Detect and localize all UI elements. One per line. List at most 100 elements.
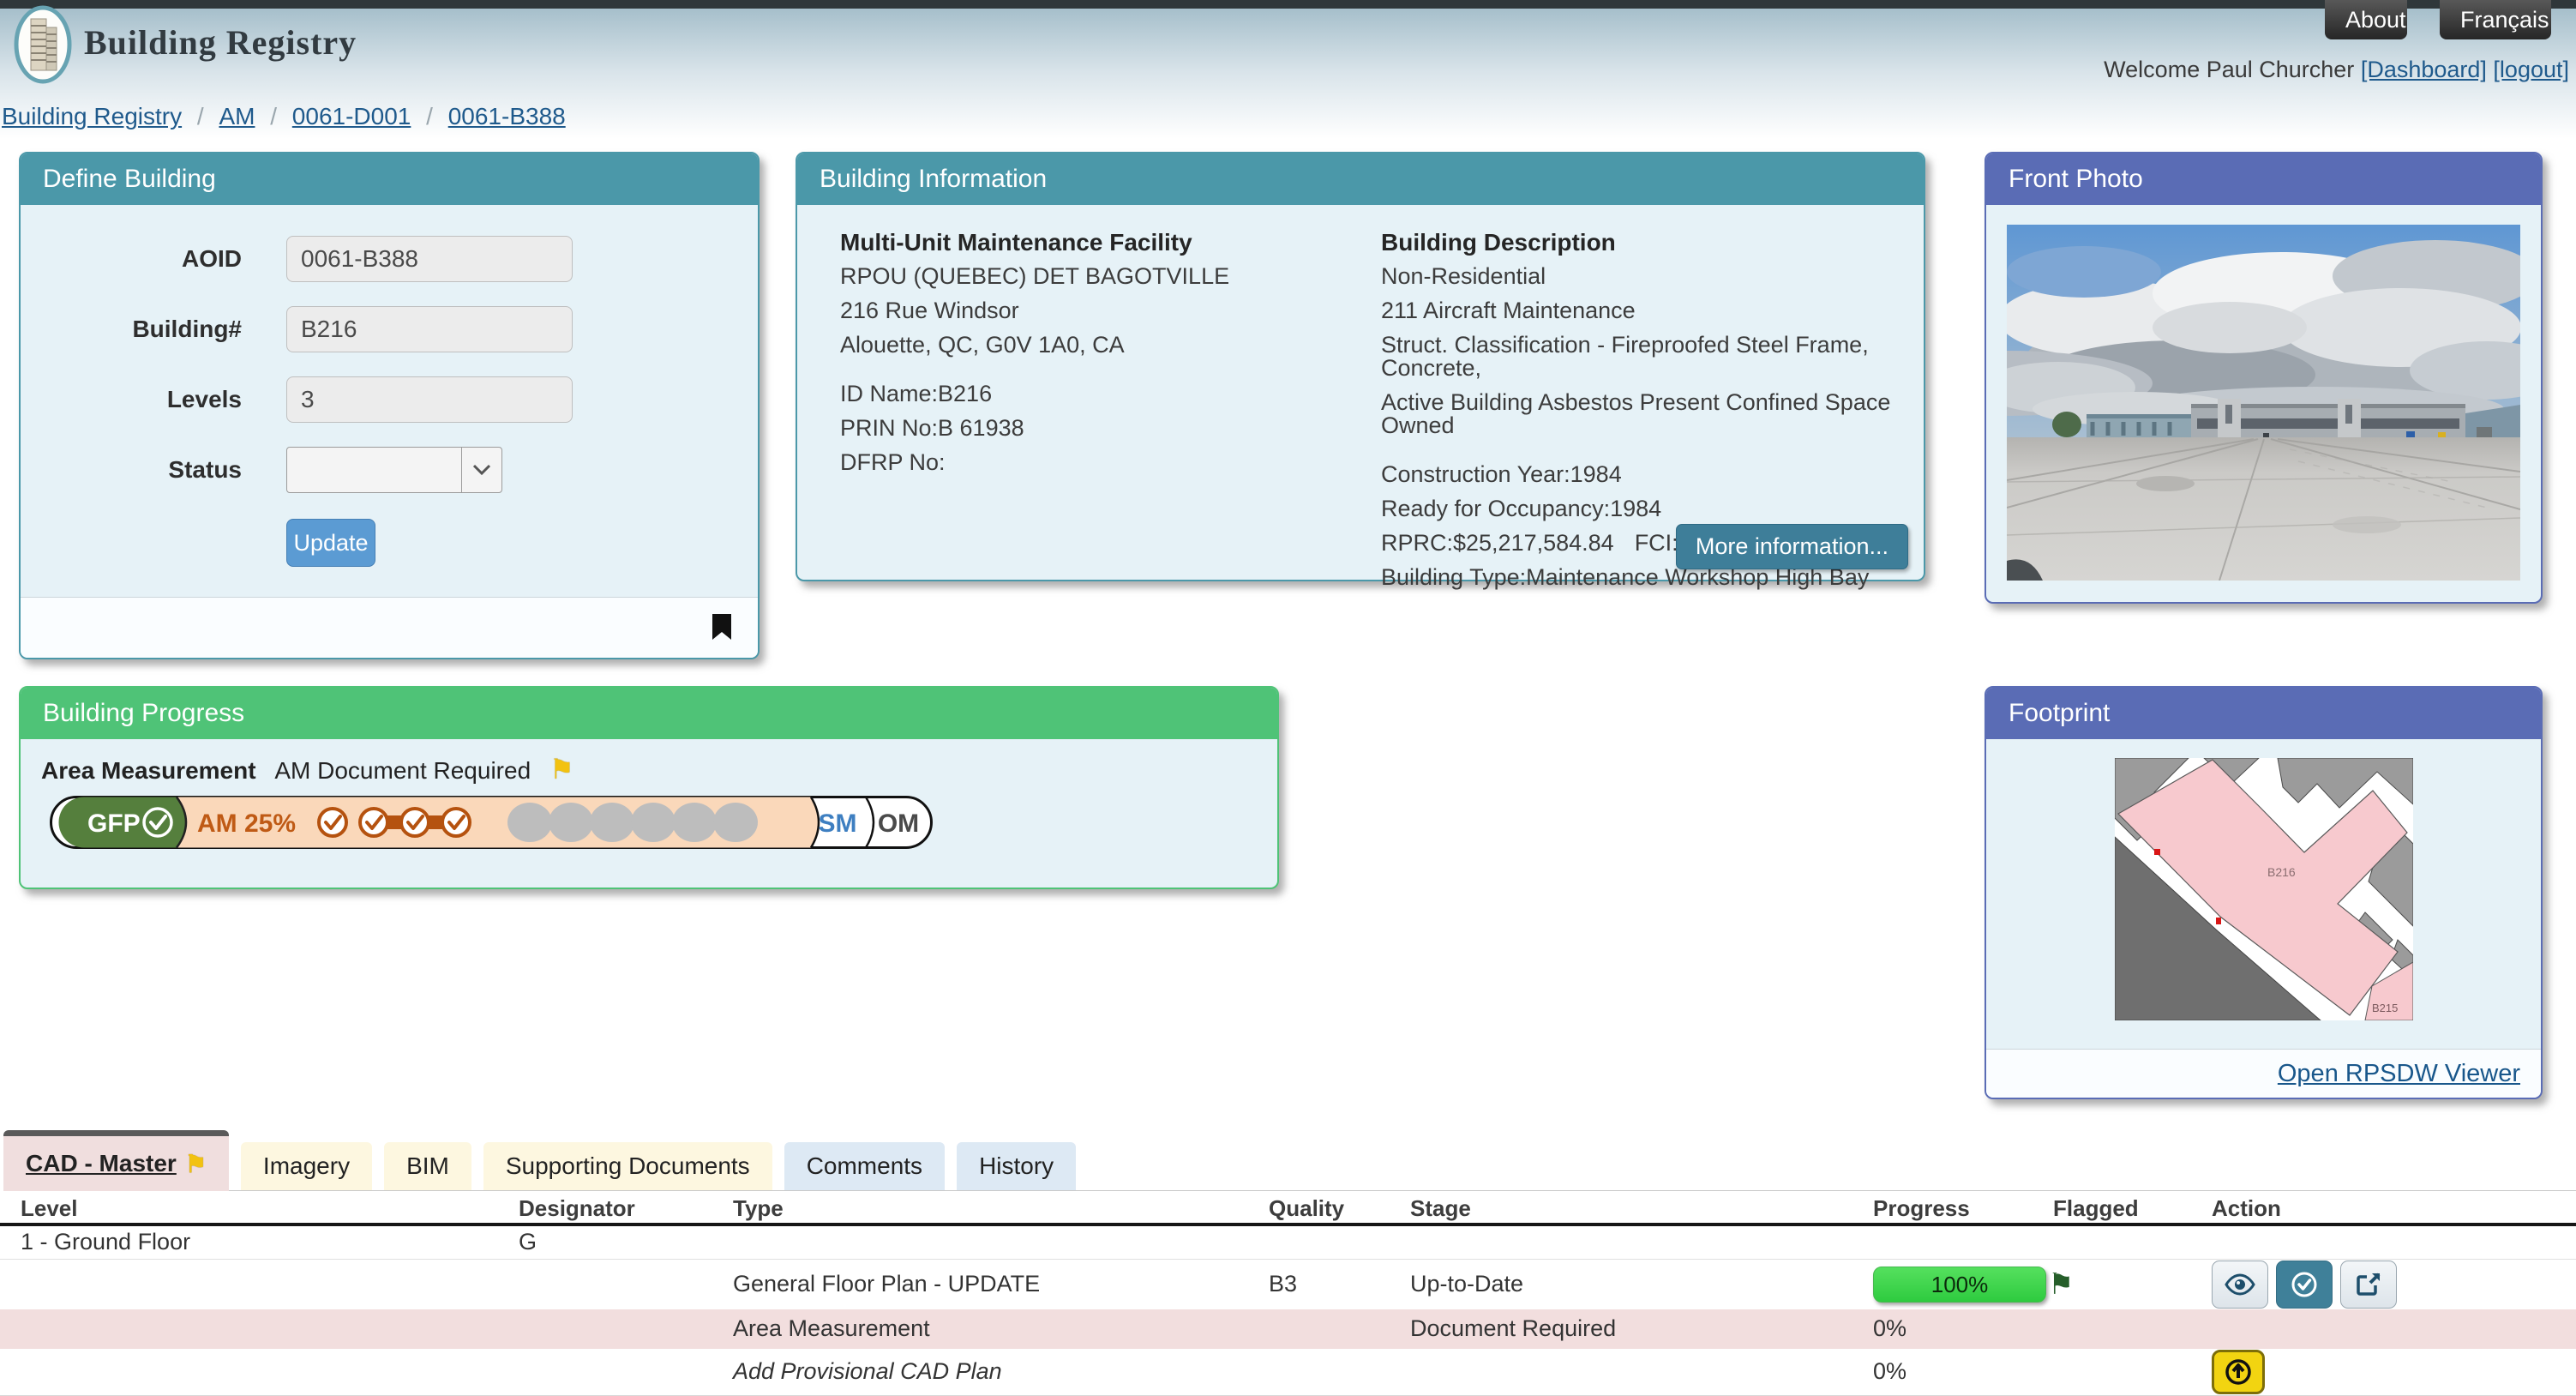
progress-cell: 0% [1873, 1358, 1907, 1384]
footprint-label-primary: B216 [2267, 865, 2296, 879]
cad-master-table: Level Designator Type Quality Stage Prog… [0, 1194, 2576, 1396]
description-line: 211 Aircraft Maintenance [1381, 298, 1636, 323]
table-row-highlighted: Area Measurement Document Required 0% [0, 1309, 2576, 1349]
aoid-label: AOID [182, 245, 242, 272]
col-quality: Quality [1269, 1194, 1345, 1221]
breadcrumb: Building Registry / AM / 0061-D001 / 006… [2, 103, 571, 130]
description-line: Active Building Asbestos Present Confine… [1381, 389, 1891, 438]
flagged-cell: ⚑ [2033, 1259, 2191, 1309]
check-circle-icon [2291, 1272, 2317, 1297]
table-row: 1 - Ground Floor G [0, 1225, 2576, 1259]
logout-link[interactable]: [logout] [2493, 57, 2569, 82]
breadcrumb-home[interactable]: Building Registry [2, 103, 183, 129]
building-info-right-column: Building Description Non-Residential 211… [1381, 231, 1906, 600]
level-cell: 1 - Ground Floor [21, 1229, 191, 1255]
am-completed-steps [317, 807, 471, 838]
tab-supporting-documents[interactable]: Supporting Documents [483, 1142, 772, 1190]
bookmark-icon[interactable] [712, 613, 732, 645]
more-information-button[interactable]: More information... [1675, 524, 1908, 569]
breadcrumb-am[interactable]: AM [219, 103, 255, 129]
open-external-button[interactable] [2340, 1260, 2397, 1309]
tab-label: History [979, 1152, 1054, 1179]
progress-cell: 100% [1852, 1259, 2046, 1309]
tab-label: CAD - Master [26, 1150, 177, 1176]
tab-label: Comments [806, 1152, 923, 1179]
quality-cell: B3 [1269, 1271, 1298, 1297]
levels-input[interactable] [286, 376, 573, 423]
construction-year: Construction Year:1984 [1381, 461, 1622, 487]
col-level: Level [21, 1194, 78, 1221]
building-information-panel: Building Information Multi-Unit Maintena… [796, 152, 1925, 589]
yellow-flag-icon: ⚑ [549, 754, 574, 785]
type-cell: Area Measurement [733, 1315, 930, 1341]
tab-label: Imagery [262, 1152, 351, 1179]
tab-bim[interactable]: BIM [384, 1142, 471, 1190]
stage-cell: Document Required [1410, 1315, 1617, 1341]
aoid-input[interactable] [286, 236, 573, 282]
status-label: Status [168, 456, 242, 483]
panel-title: Footprint [1986, 688, 2541, 739]
footprint-building-b216 [2117, 759, 2408, 1016]
col-stage: Stage [1410, 1194, 1471, 1221]
sm-label: SM [819, 809, 857, 838]
description-title: Building Description [1381, 229, 1616, 256]
designator-cell: G [519, 1229, 537, 1255]
open-rpsdw-viewer-link[interactable]: Open RPSDW Viewer [2277, 1059, 2520, 1087]
external-link-icon [2357, 1273, 2381, 1296]
col-type: Type [733, 1194, 784, 1221]
facility-name: Multi-Unit Maintenance Facility [840, 229, 1192, 256]
language-button[interactable]: Français [2440, 0, 2551, 39]
breadcrumb-separator: / [270, 103, 278, 129]
view-button[interactable] [2212, 1260, 2268, 1309]
address-line: Alouette, QC, G0V 1A0, CA [840, 332, 1125, 358]
welcome-text: Welcome Paul Churcher [2104, 57, 2355, 82]
eye-icon [2225, 1273, 2255, 1296]
tab-label: Supporting Documents [505, 1152, 750, 1179]
progress-status-note: AM Document Required [274, 757, 531, 784]
type-cell: General Floor Plan - UPDATE [733, 1271, 1041, 1297]
col-flagged: Flagged [2053, 1194, 2139, 1221]
breadcrumb-site[interactable]: 0061-D001 [291, 103, 411, 129]
levels-label: Levels [166, 386, 242, 412]
footprint-footer: Open RPSDW Viewer [1986, 1049, 2541, 1098]
am-pending-steps [507, 803, 758, 842]
status-select[interactable] [286, 447, 502, 493]
address-line: 216 Rue Windsor [840, 298, 1019, 323]
id-name: ID Name:B216 [840, 381, 993, 406]
building-logo-icon [14, 5, 72, 84]
upload-provisional-button[interactable] [2212, 1349, 2265, 1394]
col-action: Action [2212, 1194, 2281, 1221]
col-designator: Designator [519, 1194, 635, 1221]
progress-status-line: Area Measurement AM Document Required ⚑ [41, 753, 1277, 785]
col-progress: Progress [1873, 1194, 1970, 1221]
tab-label: BIM [406, 1152, 449, 1179]
action-cell [2191, 1259, 2576, 1309]
building-number-input[interactable] [286, 306, 573, 352]
address-line: RPOU (QUEBEC) DET BAGOTVILLE [840, 263, 1230, 289]
type-cell: Add Provisional CAD Plan [733, 1358, 1002, 1384]
breadcrumb-separator: / [426, 103, 433, 129]
dashboard-link[interactable]: [Dashboard] [2360, 57, 2487, 82]
footprint-map: B216 B215 [2114, 757, 2413, 1021]
tab-imagery[interactable]: Imagery [240, 1142, 373, 1190]
chevron-down-icon [461, 448, 501, 492]
tab-comments[interactable]: Comments [784, 1142, 946, 1190]
update-button[interactable]: Update [286, 519, 375, 567]
building-registry-logo [14, 5, 72, 84]
upload-icon [2225, 1358, 2251, 1385]
tab-history[interactable]: History [957, 1142, 1077, 1190]
gfp-label: GFP [87, 809, 141, 838]
tab-cad-master[interactable]: CAD - Master ⚑ [3, 1130, 229, 1191]
table-row: Add Provisional CAD Plan 0% [0, 1349, 2576, 1396]
about-button[interactable]: About [2325, 0, 2407, 39]
description-line: Non-Residential [1381, 263, 1546, 289]
welcome-line: Welcome Paul Churcher [Dashboard] [logou… [2104, 57, 2569, 83]
footprint-panel: Footprint B216 B215 [1985, 686, 2543, 1099]
table-row: General Floor Plan - UPDATE B3 Up-to-Dat… [0, 1259, 2576, 1309]
green-flag-icon: ⚑ [2048, 1267, 2075, 1301]
approve-button[interactable] [2276, 1260, 2333, 1309]
action-cell [2191, 1349, 2576, 1396]
breadcrumb-building[interactable]: 0061-B388 [447, 103, 566, 129]
dfrp-no: DFRP No: [840, 449, 946, 475]
am-label: AM 25% [197, 809, 296, 838]
